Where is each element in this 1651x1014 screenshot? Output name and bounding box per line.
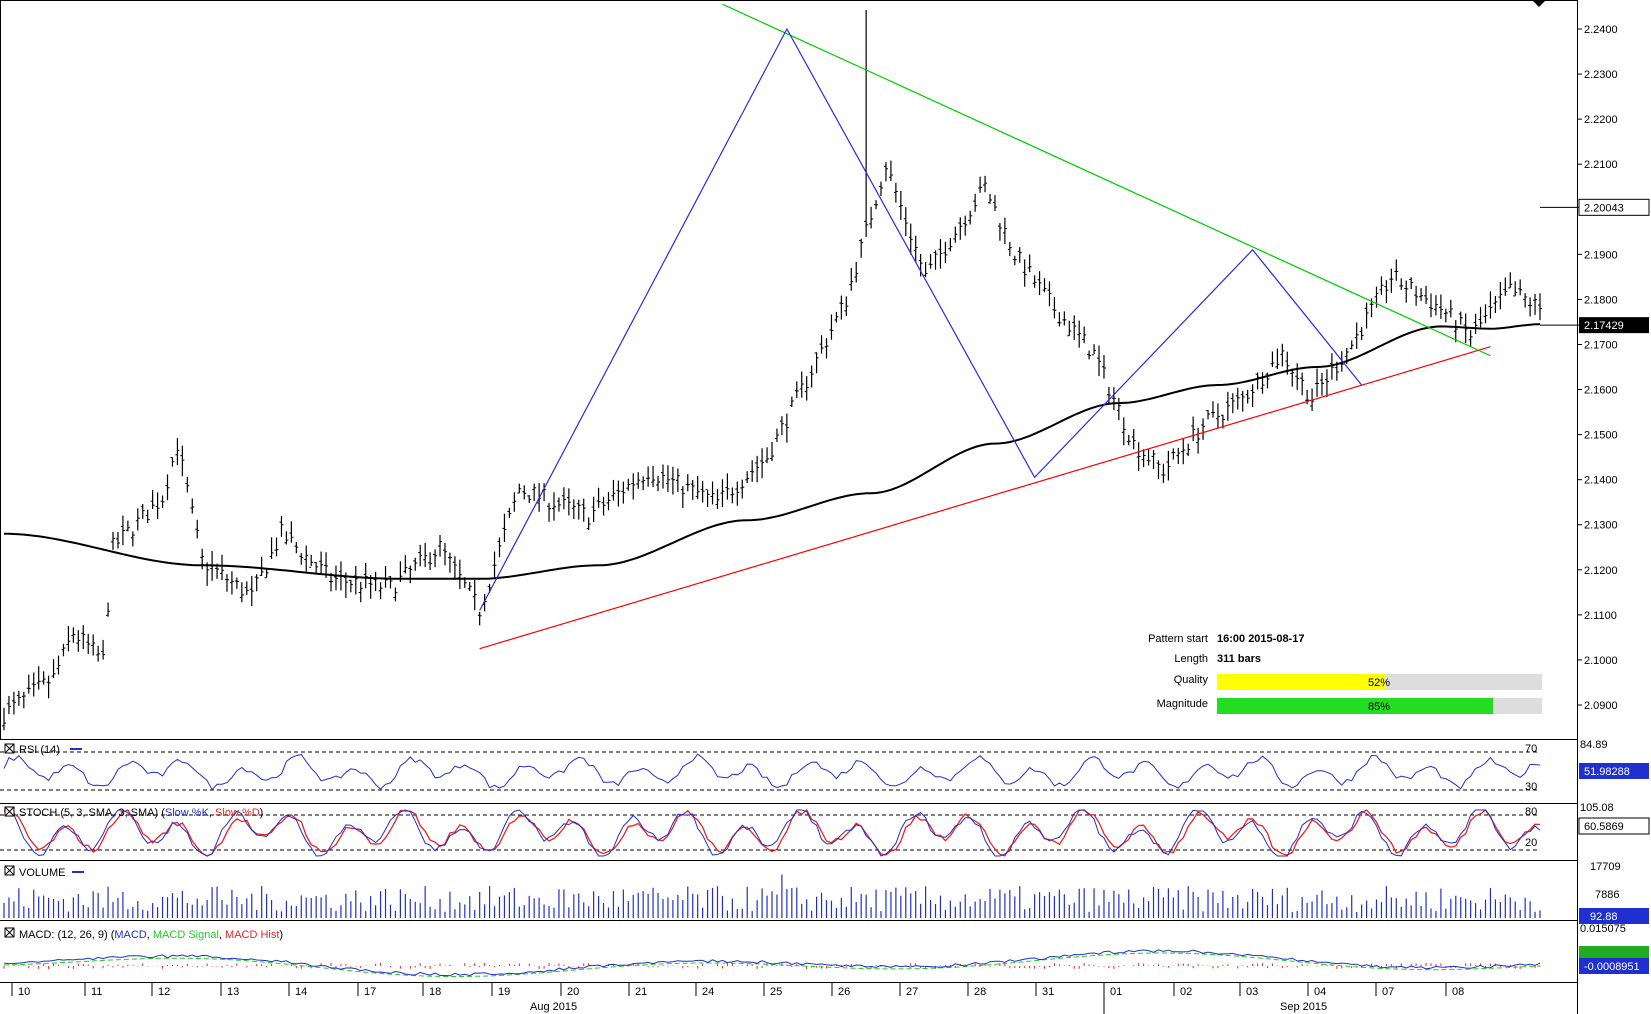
stoch-scale: 105.08 [1580,802,1614,814]
price-tick-label: 2.1100 [1584,610,1617,622]
macd-signal-line [3,952,1541,977]
pattern-info: Pattern start 16:00 2015-08-17 Length 31… [1148,633,1542,714]
price-tick-label: 2.1800 [1584,294,1618,306]
rsi-line [3,753,1541,791]
magnitude-value: 85% [1368,701,1390,713]
volume-scale-max: 17709 [1590,861,1621,873]
price-tick-label: 2.1200 [1584,565,1618,577]
price-axis: 2.2400 2.2300 2.2200 2.2100 2.1900 2.1800 2.17… [1577,24,1618,712]
day-label: 04 [1314,986,1326,998]
day-label: 13 [227,986,239,998]
day-label: 07 [1382,986,1394,998]
current-price-value: 2.20043 [1584,202,1624,214]
scroll-marker-icon[interactable] [1532,0,1546,7]
day-label: 01 [1110,986,1122,998]
day-label: 26 [838,986,850,998]
rsi-level-30: 30 [1525,781,1537,793]
triangle-pattern [479,3,1491,650]
month-label: Aug 2015 [530,1001,577,1013]
current-price-label: 2.20043 [1540,198,1650,216]
macd-value: -0.0008951 [1584,961,1640,973]
price-tick-label: 2.1600 [1584,385,1618,397]
volume-value: 92.88 [1590,911,1618,923]
price-tick-label: 2.2400 [1584,24,1618,36]
rsi-close-glyph [4,743,15,754]
price-tick-label: 2.0900 [1584,700,1618,712]
rsi-value: 51.98288 [1584,766,1630,778]
time-axis: 10 11 12 13 14 17 18 19 20 21 24 25 26 27 28 31 01 02 03 04… [11,982,1464,1014]
rsi-title: RSI (14) [19,744,60,756]
day-label: 10 [18,986,30,998]
ma-line [4,323,1541,580]
length-label: Length [1174,653,1208,665]
quality-value: 52% [1368,677,1390,689]
pattern-start-value: 16:00 2015-08-17 [1217,633,1304,645]
price-tick-label: 2.1400 [1584,475,1618,487]
price-tick-label: 2.2200 [1584,114,1618,126]
day-label: 18 [429,986,441,998]
stoch-level-20: 20 [1525,837,1537,849]
day-label: 27 [906,986,918,998]
day-label: 17 [364,986,376,998]
stoch-d-line [4,808,1541,857]
volume-title: VOLUME [19,867,65,879]
volume-scale-mid: 7886 [1595,889,1619,901]
support-trendline [479,346,1491,650]
moving-average [4,323,1541,580]
price-tick-label: 2.1000 [1584,655,1618,667]
day-label: 11 [91,986,102,998]
stoch-level-80: 80 [1525,806,1537,818]
quality-fill [1217,674,1386,690]
day-label: 28 [974,986,986,998]
ma-value-label: 2.17429 [1540,317,1649,334]
month-label: Sep 2015 [1280,1001,1327,1013]
day-label: 24 [702,986,714,998]
macd-title: MACD: (12, 26, 9) (MACD, MACD Signal, MA… [19,929,283,941]
volume-close-glyph [4,865,15,876]
day-label: 03 [1246,986,1258,998]
price-bars [2,9,1542,731]
resistance-trendline [722,3,1491,357]
rsi-scale: 84.89 [1580,739,1608,751]
price-tick-label: 2.2300 [1584,69,1618,81]
stoch-title: STOCH (5, 3, SMA, 3, SMA) (Slow %K, Slow… [19,807,263,819]
magnitude-label: Magnitude [1157,698,1208,710]
stoch-value: 60.5869 [1584,821,1624,833]
day-label: 14 [295,986,307,998]
stoch-close-glyph [4,806,15,817]
volume-panel: VOLUME 17709 7886 92.88 [3,861,1649,924]
stoch-k-line [3,809,1541,857]
macd-close-glyph [4,927,15,938]
day-label: 31 [1042,986,1054,998]
macd-line [3,949,1541,977]
magnitude-fill [1217,698,1494,714]
price-tick-label: 2.1700 [1584,339,1618,351]
day-label: 19 [498,986,510,998]
day-label: 02 [1180,986,1192,998]
rsi-level-70: 70 [1525,743,1537,755]
price-tick-label: 2.2100 [1584,159,1618,171]
macd-scale: 0.015075 [1580,923,1626,935]
price-tick-label: 2.1900 [1584,249,1618,261]
pattern-start-label: Pattern start [1148,633,1208,645]
day-label: 08 [1452,986,1464,998]
day-label: 25 [770,986,782,998]
panel-frames [0,0,1578,1014]
price-tick-label: 2.1500 [1584,430,1618,442]
macd-panel: MACD: (12, 26, 9) (MACD, MACD Signal, MA… [3,923,1649,977]
rsi-panel: RSI (14) 70 30 84.89 51.98288 [0,739,1649,793]
ma-value: 2.17429 [1584,320,1624,332]
day-label: 20 [567,986,579,998]
volume-bars [3,874,1541,918]
day-label: 21 [635,986,647,998]
quality-label: Quality [1174,674,1209,686]
price-tick-label: 2.1300 [1584,520,1618,532]
zigzag-line [479,27,1363,611]
stoch-panel: STOCH (5, 3, SMA, 3, SMA) (Slow %K, Slow… [0,802,1650,857]
length-value: 311 bars [1217,653,1261,665]
day-label: 12 [158,986,170,998]
